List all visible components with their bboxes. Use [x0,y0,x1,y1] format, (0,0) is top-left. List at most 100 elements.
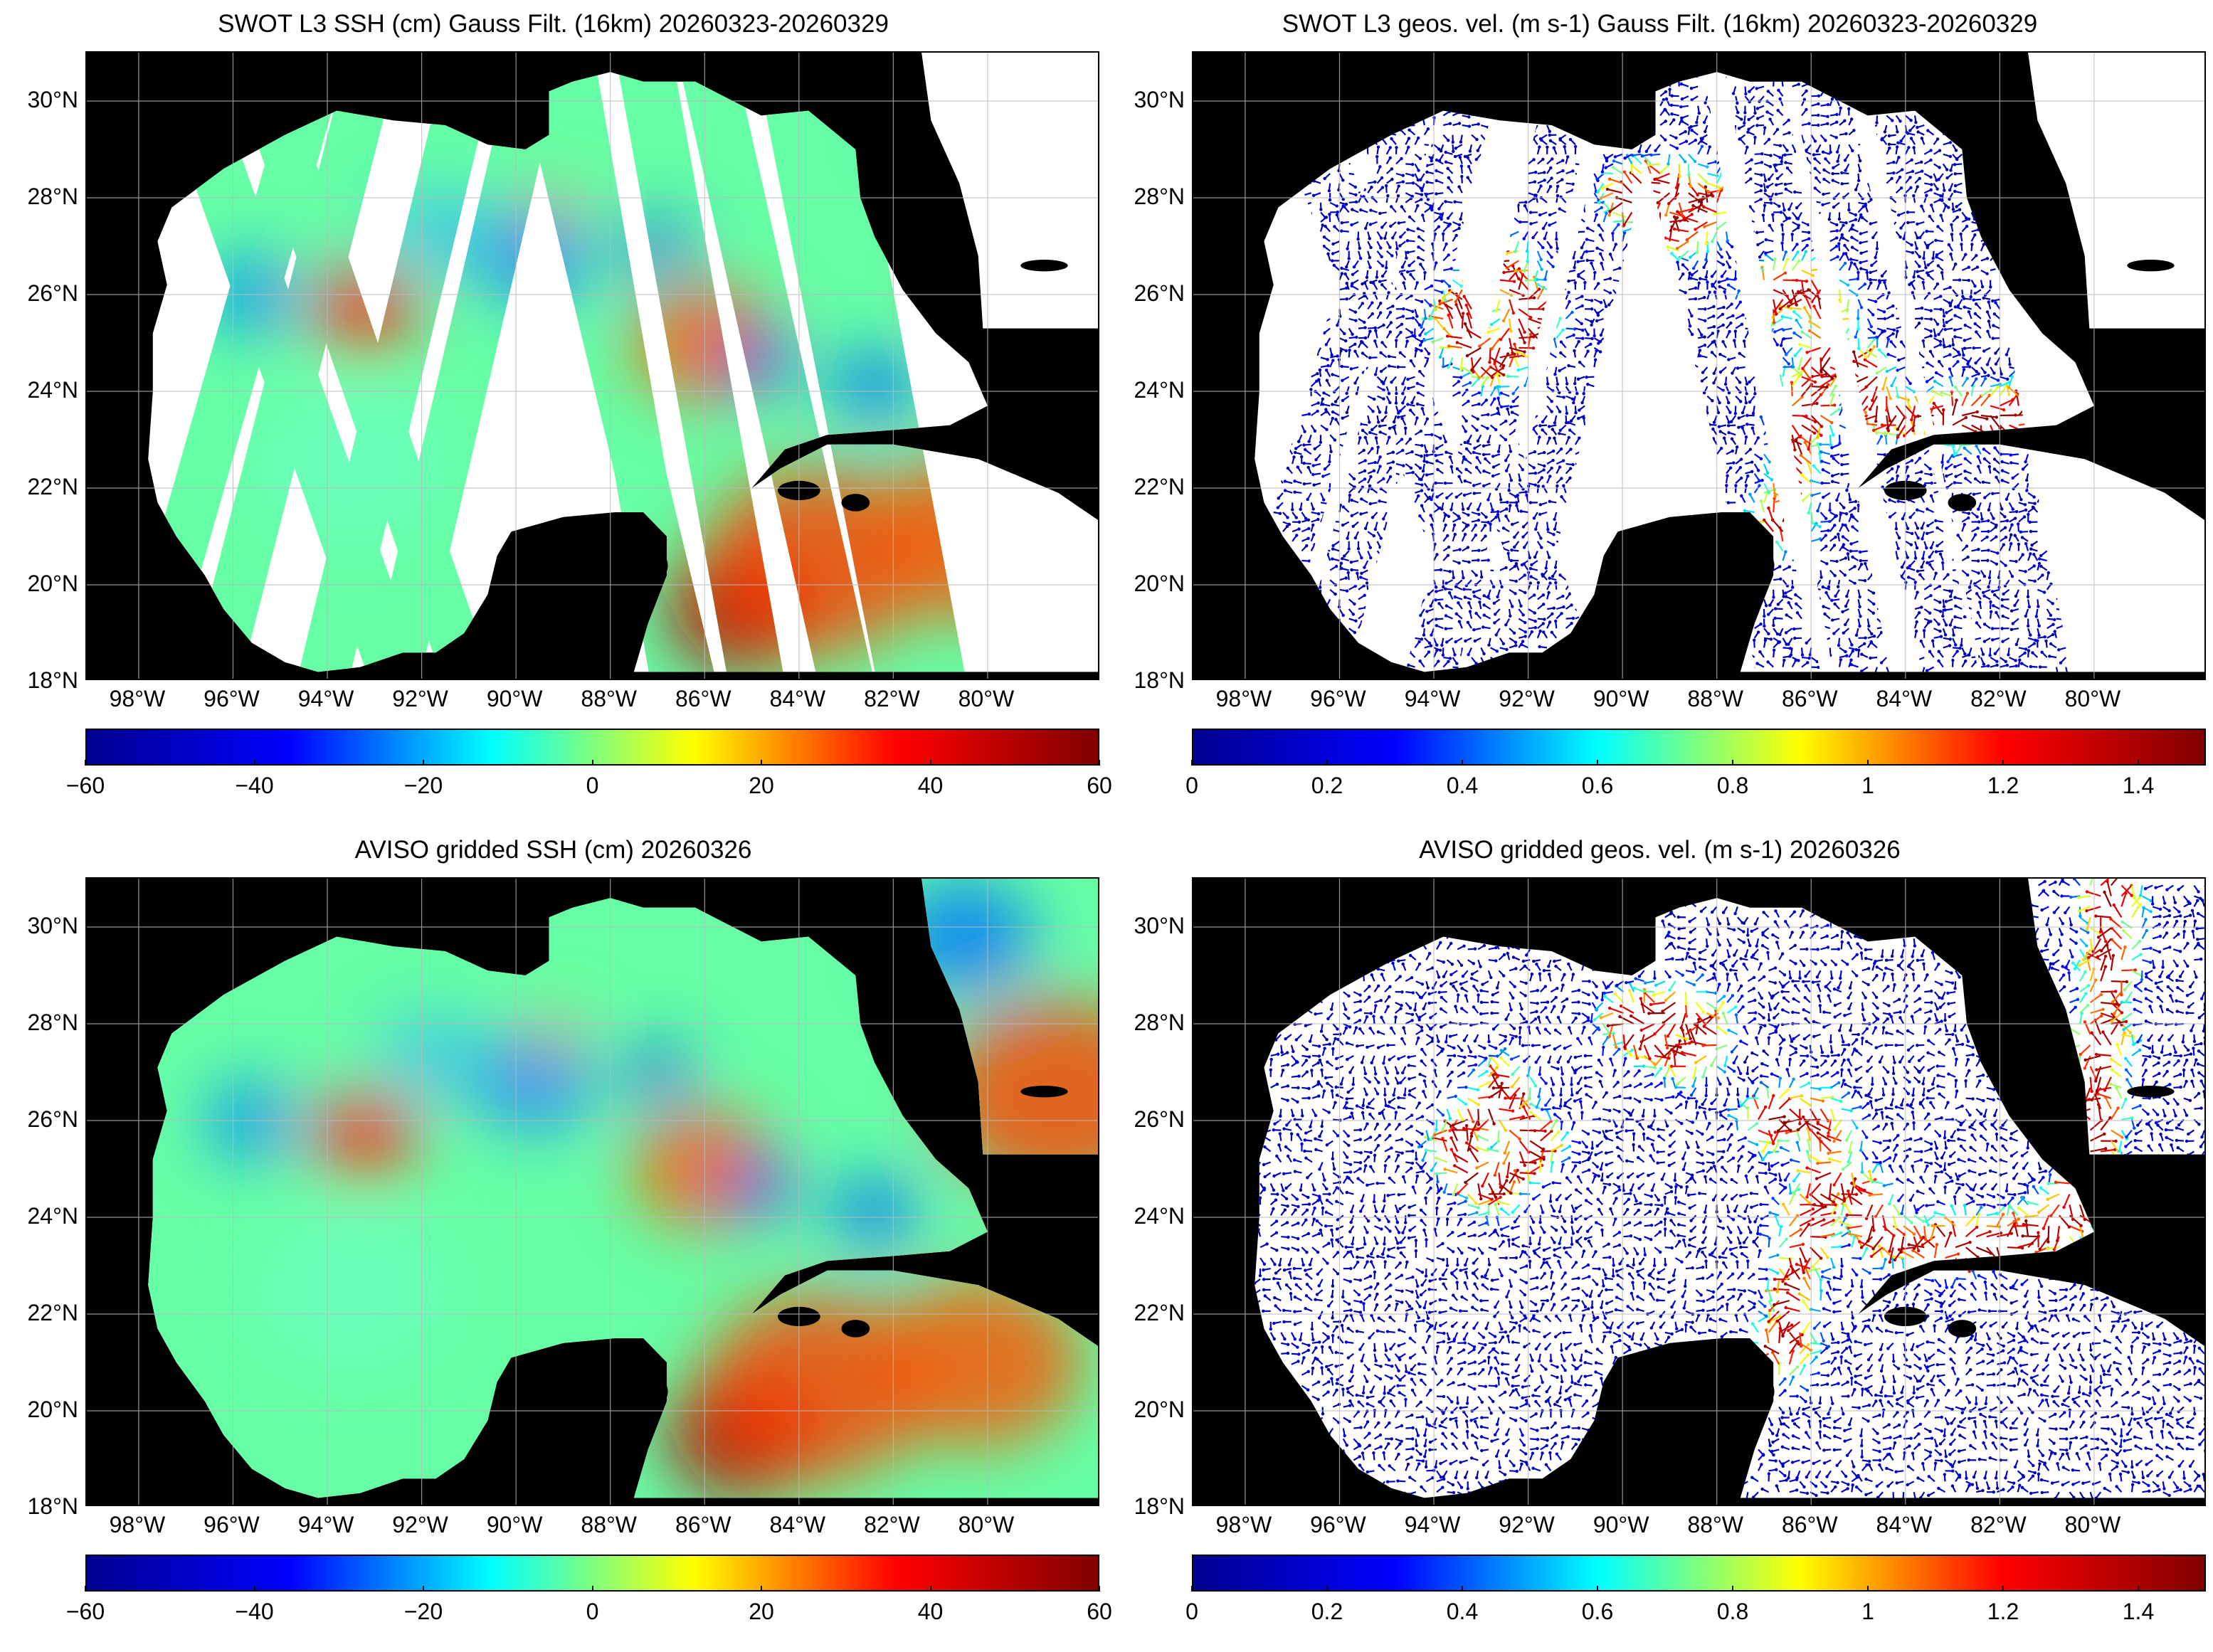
latitude-label: 20°N [1134,571,1185,596]
colorbar-tick-label: 1.4 [2122,1599,2155,1624]
panel-title: AVISO gridded geos. vel. (m s-1) 2026032… [1419,836,1901,864]
colorbar [1192,1555,2206,1592]
velocity-vectors [1255,879,2204,1498]
panel-aviso-ssh: AVISO gridded SSH (cm) 20260326 30°N 28°N… [0,826,1112,1652]
longitude-label: 90°W [486,1512,543,1537]
colorbar-tick [1191,760,1193,766]
colorbar-tick [929,760,931,766]
colorbar-tick-label: 40 [917,1599,944,1624]
colorbar-tick [423,760,424,766]
colorbar-tick [85,1586,86,1592]
latitude-label: 30°N [27,913,79,938]
graticule [1193,879,2204,1505]
panel-title: SWOT L3 SSH (cm) Gauss Filt. (16km) 2026… [218,10,889,38]
colorbar-tick [253,1586,255,1592]
longitude-label: 92°W [1499,1512,1555,1537]
colorbar-tick [1732,760,1733,766]
colorbar-tick [2138,1586,2139,1592]
longitude-label: 92°W [392,1512,448,1537]
colorbar-tick-label: −20 [403,773,443,798]
latitude-label: 28°N [1134,184,1185,209]
latitude-label: 30°N [1134,87,1185,112]
graticule [87,53,1098,679]
colorbar-tick [253,760,255,766]
colorbar-tick-label: 1.4 [2122,773,2155,798]
longitude-label: 84°W [769,686,826,711]
map-svg [87,53,1098,679]
longitude-label: 88°W [1687,686,1743,711]
longitude-label: 88°W [1687,1512,1743,1537]
panel-swot-ssh: SWOT L3 SSH (cm) Gauss Filt. (16km) 2026… [0,0,1112,826]
colorbar-tick [1099,1586,1100,1592]
longitude-label: 84°W [769,1512,826,1537]
panel-aviso-velocity: AVISO gridded geos. vel. (m s-1) 2026032… [1106,826,2213,1652]
colorbar-tick-label: 0.6 [1581,1599,1614,1624]
longitude-label: 94°W [1404,686,1461,711]
colorbar-tick [1732,1586,1733,1592]
latitude-label: 26°N [27,280,79,306]
longitude-label: 98°W [1215,1512,1272,1537]
latitude-label: 24°N [1134,377,1185,403]
colorbar-tick-label: 0.4 [1446,1599,1479,1624]
longitude-label: 96°W [1310,1512,1366,1537]
longitude-label: 98°W [109,686,166,711]
latitude-label: 22°N [27,474,79,499]
colorbar-tick [1597,760,1598,766]
colorbar-tick-label: −60 [65,773,105,798]
graticule [1193,53,2204,679]
latitude-label: 20°N [1134,1397,1185,1422]
panel-title: SWOT L3 geos. vel. (m s-1) Gauss Filt. (… [1282,10,2038,38]
longitude-label: 98°W [1215,686,1272,711]
colorbar-tick [761,1586,762,1592]
map [85,877,1099,1506]
latitude-label: 22°N [1134,474,1185,499]
colorbar-tick-label: 1 [1861,1599,1874,1624]
latitude-label: 30°N [1134,913,1185,938]
colorbar-tick-label: 0.2 [1311,1599,1343,1624]
latitude-label: 28°N [1134,1010,1185,1035]
colorbar-tick-label: 1.2 [1987,1599,2019,1624]
longitude-label: 86°W [1781,1512,1838,1537]
longitude-label: 90°W [1593,1512,1649,1537]
longitude-label: 88°W [581,686,637,711]
longitude-label: 84°W [1876,1512,1933,1537]
latitude-label: 26°N [1134,1106,1185,1132]
longitude-label: 98°W [109,1512,166,1537]
colorbar-tick [591,1586,593,1592]
colorbar-tick-label: 0 [1185,773,1198,798]
longitude-label: 94°W [297,686,354,711]
longitude-label: 94°W [297,1512,354,1537]
colorbar-tick [2002,760,2004,766]
latitude-label: 30°N [27,87,79,112]
longitude-label: 80°W [2064,686,2121,711]
panel-title: AVISO gridded SSH (cm) 20260326 [354,836,752,864]
longitude-label: 96°W [204,1512,260,1537]
latitude-label: 18°N [1134,1493,1185,1519]
colorbar-tick [1191,1586,1193,1592]
colorbar-tick [423,1586,424,1592]
latitude-label: 18°N [27,1493,79,1519]
longitude-label: 80°W [958,686,1015,711]
colorbar-tick [929,1586,931,1592]
latitude-label: 28°N [27,184,79,209]
colorbar-tick-label: 0 [586,773,599,798]
colorbar-tick-label: 0.2 [1311,773,1343,798]
longitude-label: 90°W [1593,686,1649,711]
colorbar-tick-label: 60 [1087,1599,1112,1624]
colorbar-tick [1462,760,1463,766]
longitude-label: 90°W [486,686,543,711]
colorbar-tick [1867,760,1869,766]
colorbar-tick-label: −60 [65,1599,105,1624]
colorbar-tick-label: 20 [749,773,774,798]
colorbar-tick-label: 40 [917,773,944,798]
colorbar-tick [1326,1586,1328,1592]
colorbar [85,1555,1099,1592]
velocity-vectors [1273,75,2069,672]
colorbar-tick [2138,760,2139,766]
latitude-label: 24°N [27,1203,79,1229]
colorbar-tick [1462,1586,1463,1592]
latitude-label: 20°N [27,571,79,596]
colorbar-tick-label: 20 [749,1599,774,1624]
colorbar-tick-label: 0.8 [1716,1599,1749,1624]
colorbar-tick-label: 0.6 [1581,773,1614,798]
